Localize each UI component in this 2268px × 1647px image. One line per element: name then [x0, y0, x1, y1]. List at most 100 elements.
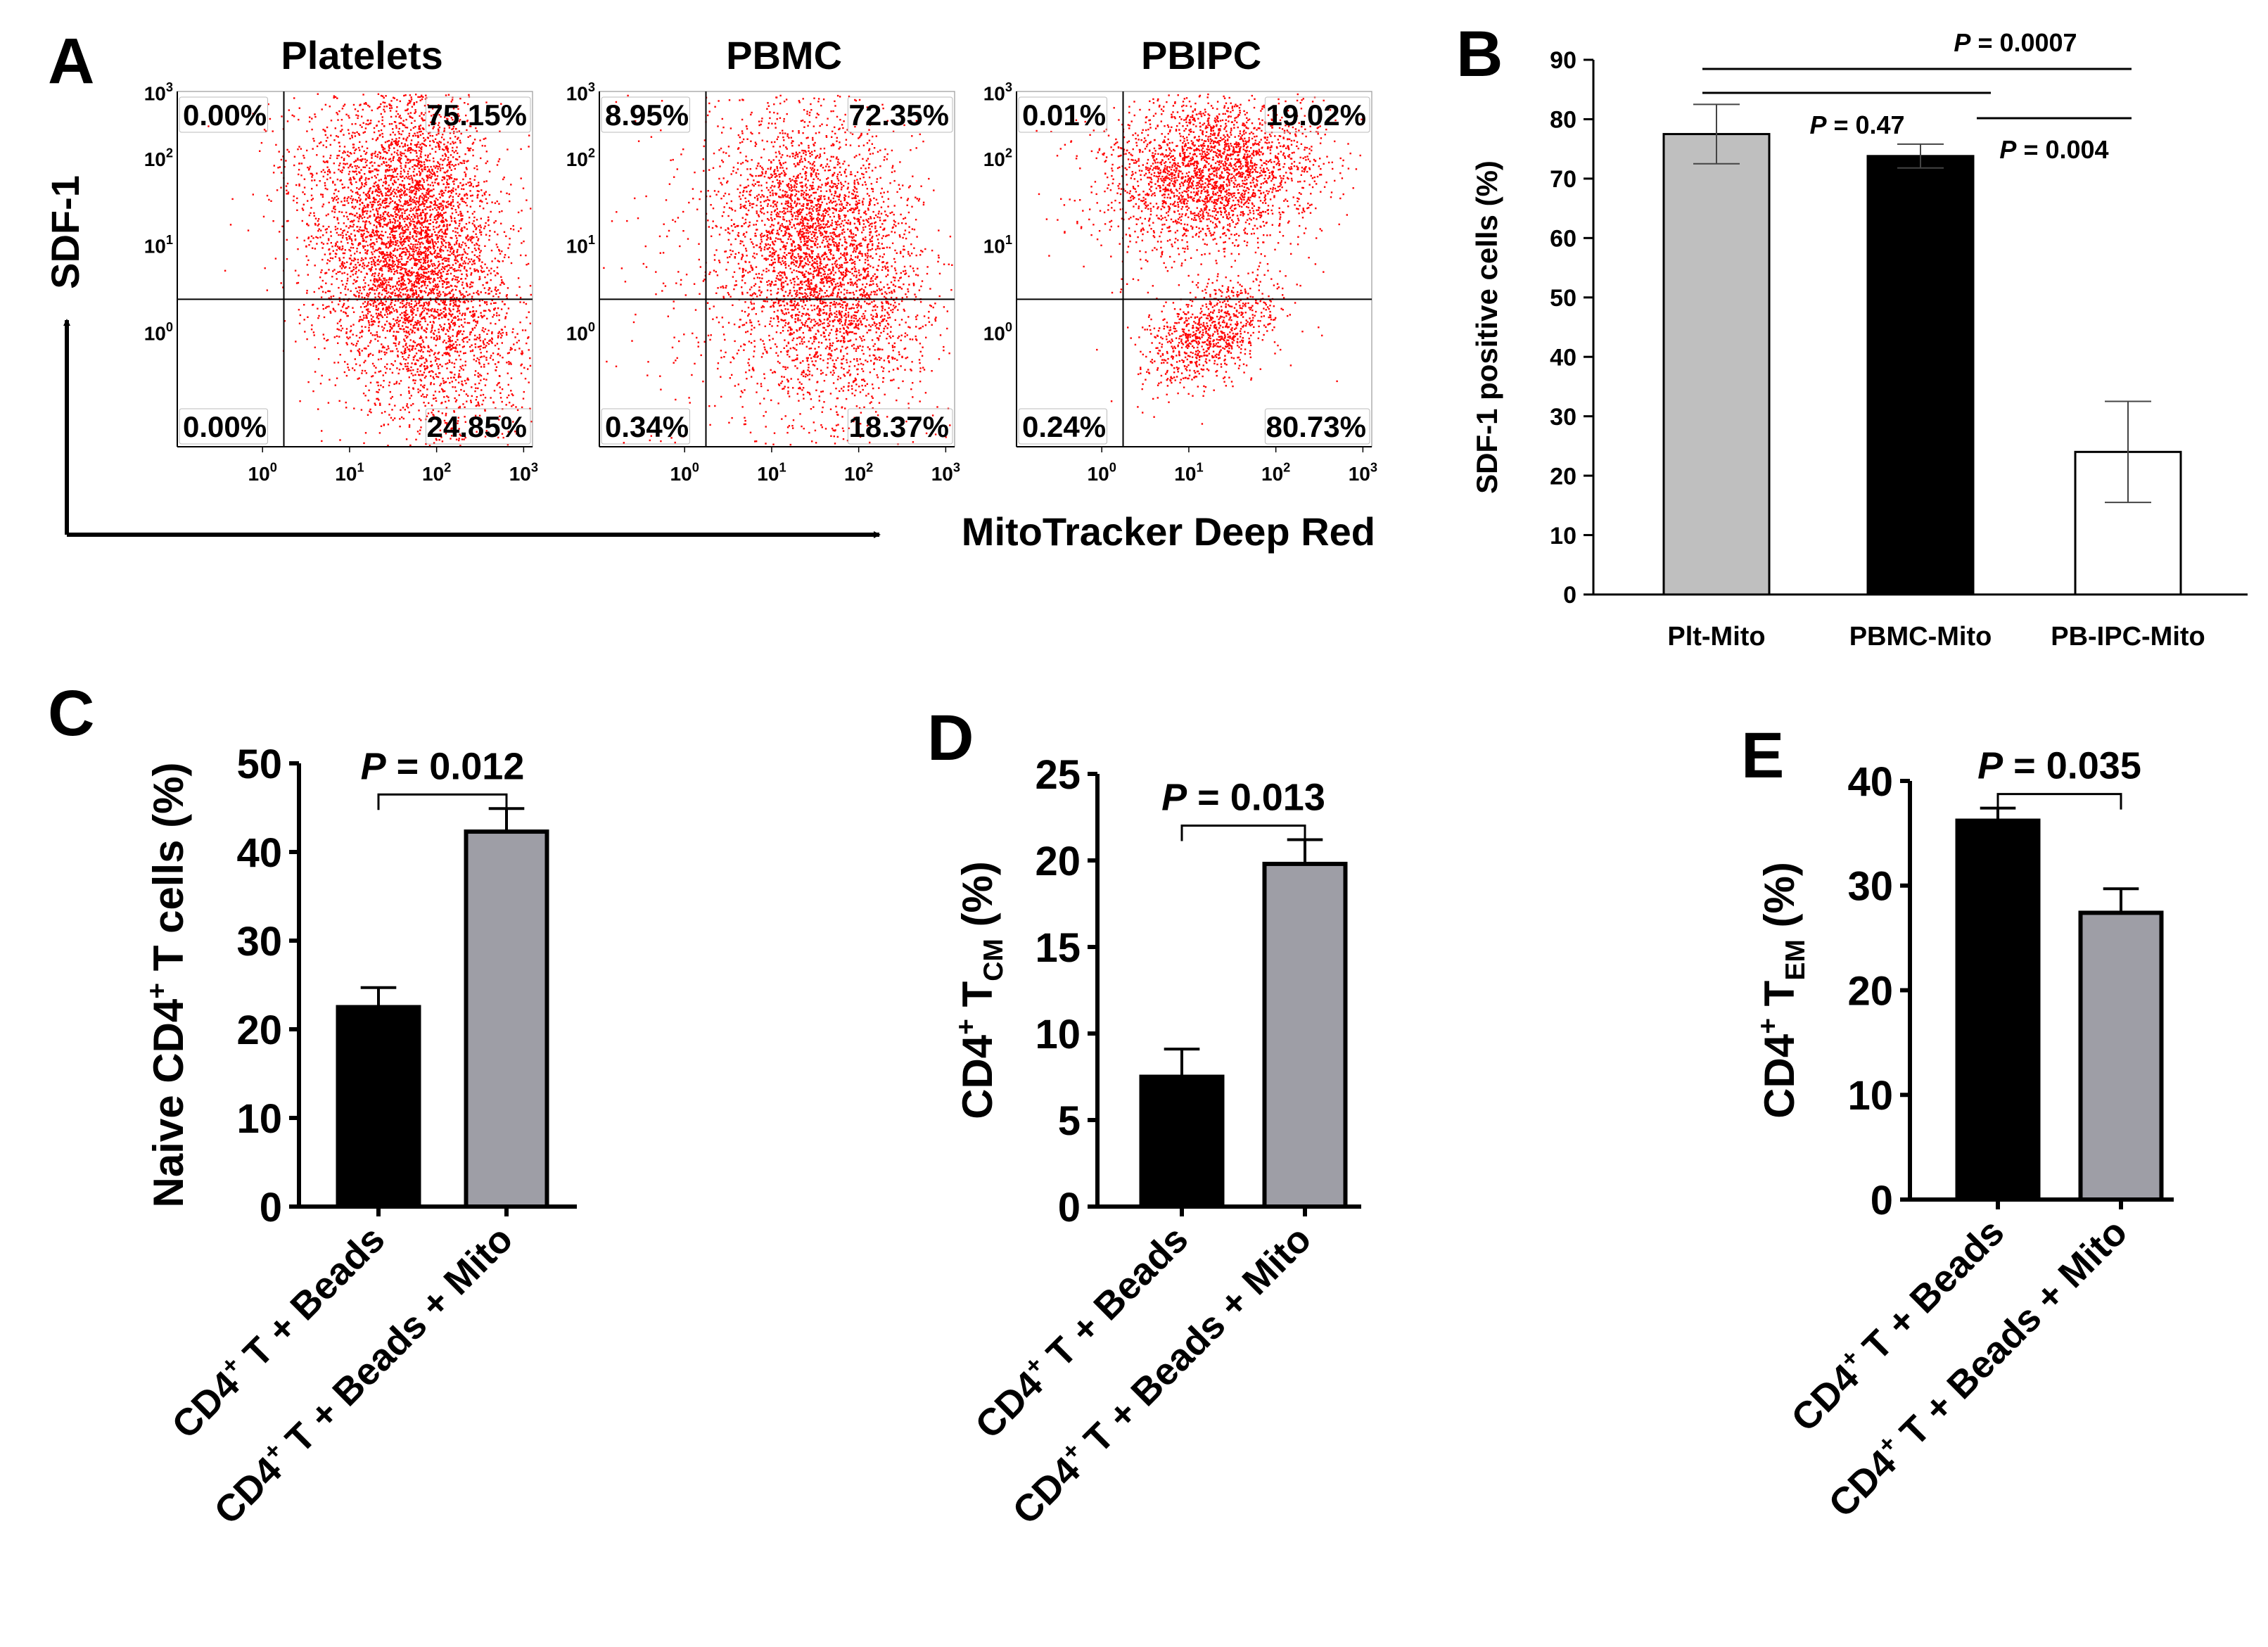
dot: [457, 206, 460, 209]
dot: [411, 271, 413, 273]
dot: [406, 317, 408, 319]
dot: [472, 154, 474, 157]
dot: [375, 198, 377, 201]
dot: [336, 231, 338, 234]
dot: [345, 293, 347, 296]
dot: [402, 124, 404, 127]
dot: [388, 170, 390, 172]
dot: [369, 210, 371, 212]
dot: [438, 317, 440, 320]
dot: [413, 283, 415, 286]
dot: [384, 258, 387, 261]
dot: [409, 186, 412, 189]
dot: [364, 257, 367, 259]
dot: [423, 371, 426, 374]
dot: [418, 302, 420, 305]
dot: [448, 242, 451, 244]
dot: [371, 203, 373, 206]
dot: [448, 161, 450, 163]
dot: [438, 358, 440, 360]
dot: [332, 250, 334, 252]
dot: [388, 276, 391, 279]
dot: [314, 113, 316, 115]
dot: [314, 371, 317, 373]
dot: [471, 314, 473, 317]
dot: [390, 100, 393, 102]
dot: [417, 250, 420, 253]
dot: [423, 268, 425, 271]
dot: [420, 234, 422, 236]
dot: [433, 394, 435, 396]
dot: [404, 241, 407, 243]
dot: [414, 206, 416, 208]
dot: [326, 305, 328, 308]
dot: [495, 293, 497, 295]
dot: [440, 189, 442, 191]
dot: [427, 241, 430, 243]
dot: [466, 168, 468, 170]
flow-plot-title: Platelets: [281, 33, 442, 77]
dot: [446, 149, 449, 151]
dot: [387, 187, 389, 190]
dot: [412, 243, 414, 246]
dot: [358, 350, 360, 353]
dot: [403, 352, 406, 355]
dot: [509, 237, 511, 240]
dot: [519, 301, 521, 303]
dot: [388, 260, 390, 262]
dot: [445, 155, 447, 157]
dot: [395, 209, 397, 211]
dot: [392, 131, 394, 134]
dot: [381, 192, 383, 195]
dot: [427, 104, 429, 106]
dot: [440, 254, 442, 257]
dot: [400, 255, 403, 258]
dot: [484, 338, 486, 341]
dot: [466, 235, 469, 238]
dot: [326, 178, 329, 181]
dot: [462, 296, 464, 299]
dot: [336, 178, 339, 181]
dot: [412, 127, 415, 129]
dot: [430, 260, 432, 262]
dot: [399, 261, 402, 263]
dot: [333, 95, 336, 97]
dot: [404, 267, 406, 270]
dot: [438, 146, 441, 148]
dot: [453, 151, 455, 153]
dot: [345, 401, 347, 404]
dot: [491, 342, 493, 344]
dot: [457, 416, 459, 419]
dot: [360, 215, 362, 217]
dot: [426, 308, 428, 311]
dot: [436, 253, 438, 255]
dot: [405, 326, 407, 328]
dot: [400, 158, 402, 160]
dot: [515, 406, 517, 408]
dot: [390, 312, 393, 314]
dot: [410, 404, 412, 407]
dot: [392, 325, 395, 327]
dot: [455, 243, 458, 245]
dot: [435, 310, 438, 313]
dot: [435, 146, 437, 148]
dot: [364, 161, 367, 163]
dot: [495, 274, 497, 276]
dot: [418, 275, 421, 277]
dot: [398, 383, 400, 385]
dot: [372, 323, 374, 326]
dot: [423, 196, 426, 198]
dot: [473, 179, 476, 181]
dot: [469, 135, 471, 137]
dot: [484, 384, 487, 386]
dot: [357, 133, 360, 135]
panel-letter-a: A: [48, 25, 94, 97]
dot: [295, 282, 298, 284]
dot: [384, 324, 386, 326]
dot: [428, 316, 431, 318]
dot: [480, 269, 483, 272]
dot: [402, 345, 404, 348]
dot: [397, 317, 399, 319]
dot: [333, 336, 336, 338]
dot: [344, 163, 347, 165]
